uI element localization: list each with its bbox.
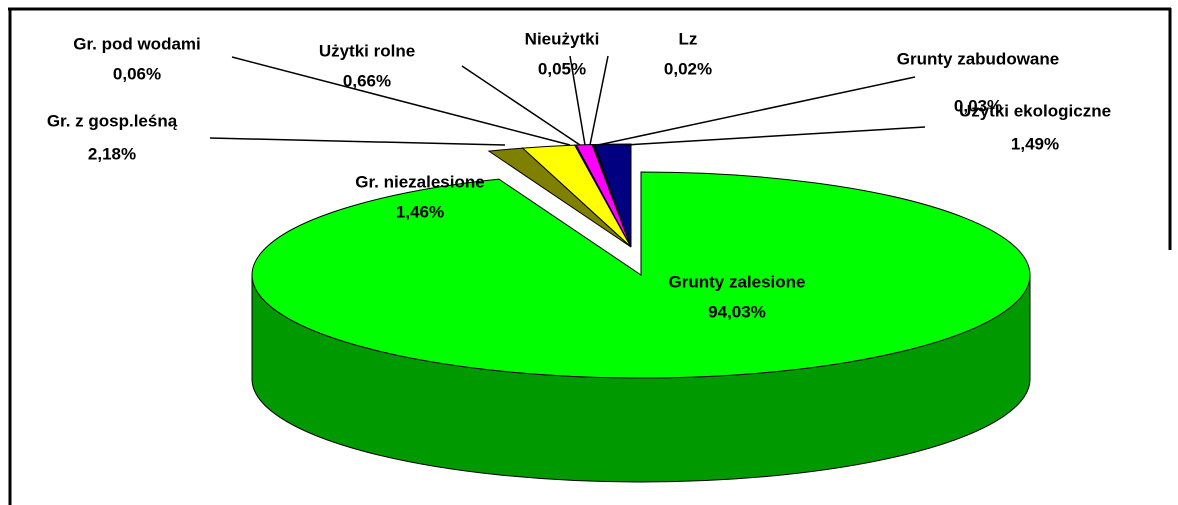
- leader-line: [231, 56, 571, 146]
- slice-value-label: 0,66%: [343, 71, 391, 90]
- slice-value-label: 0,05%: [538, 59, 586, 78]
- pie: [251, 143, 1031, 483]
- slice-value-label: 0,02%: [664, 59, 712, 78]
- slice-value-label: 0,03%: [954, 96, 1002, 115]
- slice-value-label: 1,46%: [396, 202, 444, 221]
- leader-line: [461, 65, 581, 146]
- slice-label: Użytki ekologiczne: [959, 101, 1111, 120]
- labels: Grunty zalesione 94,03% Gr. niezalesione 1,…: [47, 29, 1111, 321]
- slice-label: Gr. pod wodami: [73, 34, 201, 53]
- slice-value-label: 94,03%: [708, 302, 766, 321]
- slice-label: Grunty zabudowane: [897, 49, 1059, 68]
- slice-label: Gr. niezalesione: [355, 172, 484, 191]
- slice-label: Lz: [679, 29, 698, 48]
- leader-line: [624, 126, 926, 146]
- leader-line: [589, 55, 609, 146]
- slice-value-label: 2,18%: [88, 144, 136, 163]
- slice-label: Użytki rolne: [319, 41, 415, 60]
- slice-label: Nieużytki: [525, 29, 600, 48]
- leader-line: [597, 76, 916, 146]
- slice-value-label: 0,06%: [113, 64, 161, 83]
- slice-value-label: 1,49%: [1011, 134, 1059, 153]
- leader-line: [569, 55, 586, 146]
- slice-label: Gr. z gosp.leśną: [47, 111, 178, 130]
- slice-label: Grunty zalesione: [669, 272, 806, 291]
- slice: [251, 171, 1031, 379]
- leader-line: [209, 137, 506, 146]
